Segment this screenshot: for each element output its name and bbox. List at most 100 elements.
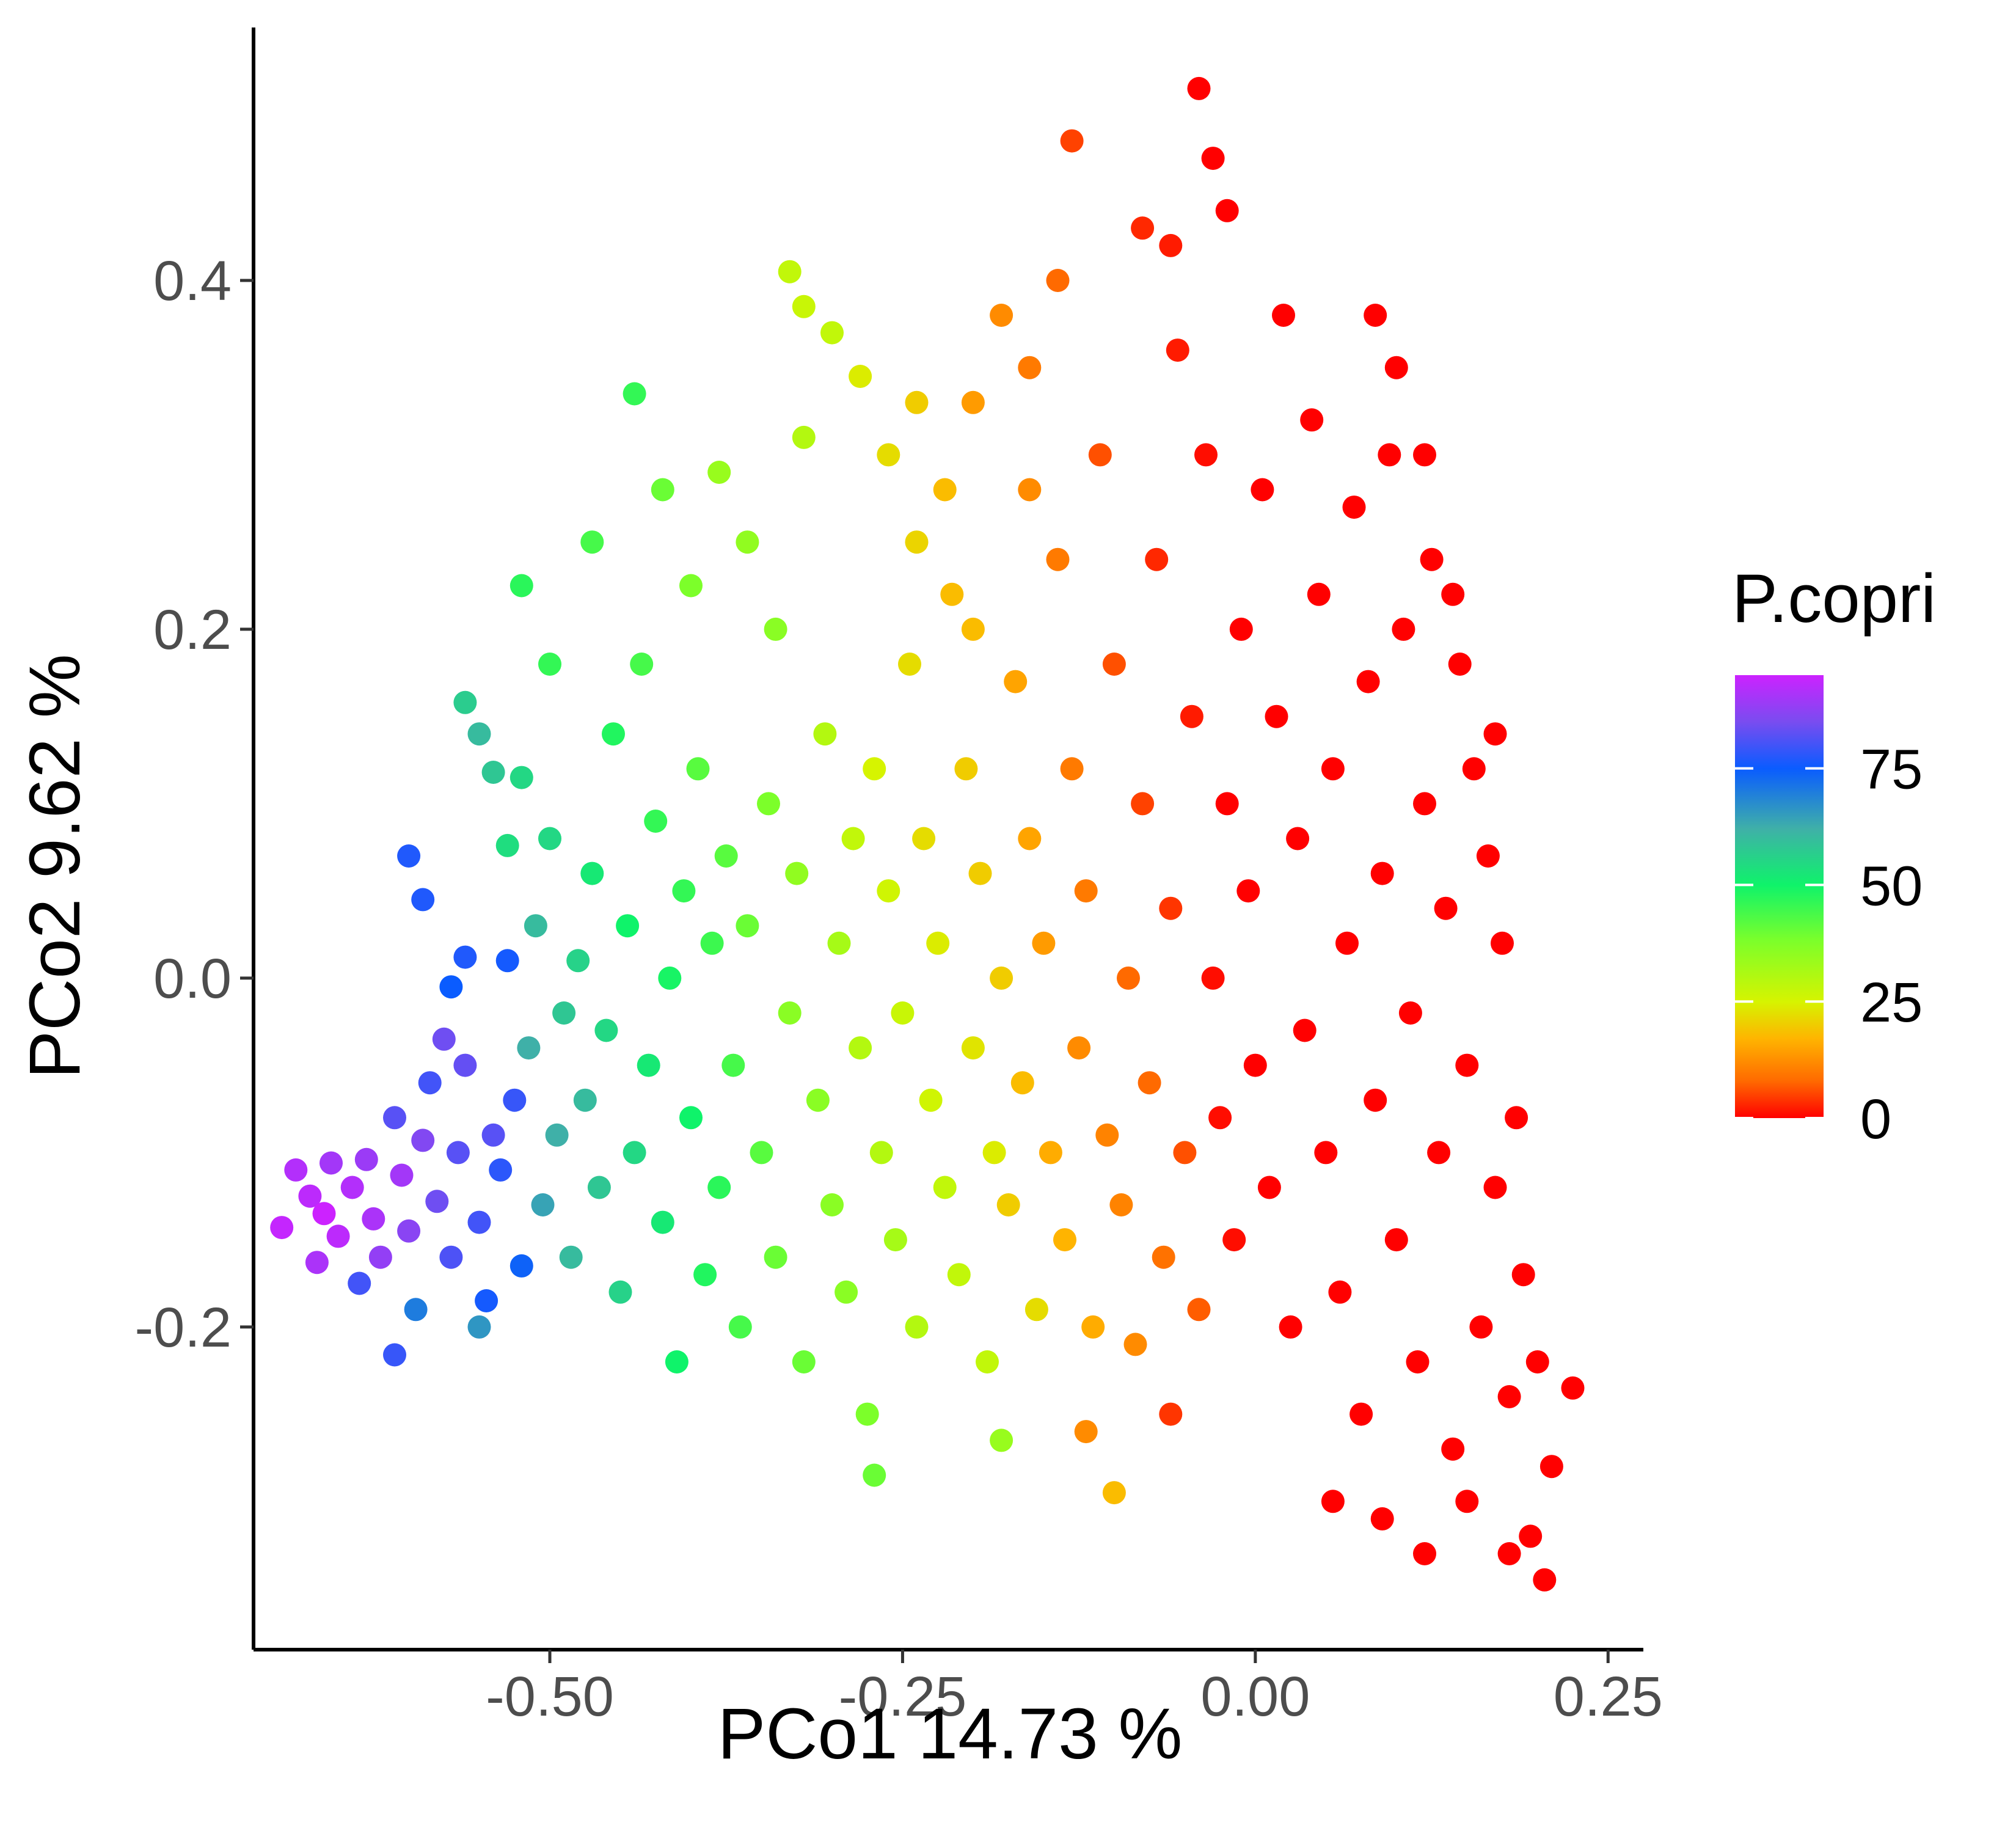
data-point — [1406, 1350, 1430, 1373]
data-point — [1392, 617, 1415, 641]
data-point — [1441, 1437, 1465, 1461]
data-point — [1434, 896, 1458, 920]
data-point — [305, 1251, 329, 1275]
data-point — [418, 1071, 442, 1095]
data-point — [644, 810, 668, 833]
data-point — [1159, 1402, 1183, 1426]
data-point — [1455, 1490, 1479, 1513]
colorbar — [1735, 675, 1824, 1118]
data-point — [270, 1216, 294, 1240]
data-point — [1321, 1490, 1345, 1513]
data-point — [996, 1193, 1020, 1216]
data-point — [1378, 443, 1401, 467]
data-point — [1476, 844, 1500, 868]
data-point — [1505, 1106, 1528, 1130]
legend: P.copri 0 25 50 75 — [1732, 560, 1936, 1150]
data-point — [1462, 757, 1486, 781]
data-point — [1427, 1141, 1451, 1165]
data-point — [933, 478, 957, 502]
y-tick-label: 0.2 — [153, 599, 232, 661]
data-point — [1236, 879, 1260, 903]
data-point — [658, 966, 682, 990]
data-point — [1074, 879, 1098, 903]
data-point — [933, 1176, 957, 1199]
data-point — [481, 1123, 505, 1147]
data-point — [792, 294, 816, 318]
data-point — [1511, 1263, 1535, 1287]
data-point — [453, 690, 477, 714]
data-point — [1483, 1176, 1507, 1199]
data-point — [383, 1106, 406, 1130]
data-point — [700, 931, 724, 955]
data-point — [764, 1245, 787, 1269]
data-point — [446, 1141, 470, 1165]
data-point — [623, 382, 646, 406]
data-point — [1018, 827, 1042, 850]
data-point — [1201, 966, 1225, 990]
points-layer — [270, 76, 1585, 1592]
data-point — [1046, 269, 1070, 292]
data-point — [1321, 757, 1345, 781]
data-point — [566, 949, 590, 973]
data-point — [1539, 1455, 1563, 1479]
data-point — [976, 1350, 999, 1373]
data-point — [495, 833, 519, 857]
data-point — [298, 1184, 322, 1208]
data-point — [1398, 1001, 1422, 1025]
data-point — [1491, 931, 1514, 955]
data-point — [1138, 1071, 1161, 1095]
data-point — [608, 1280, 632, 1304]
data-point — [841, 827, 865, 850]
data-point — [1145, 547, 1169, 571]
data-point — [495, 949, 519, 973]
data-point — [602, 722, 625, 746]
x-tick-label: -0.25 — [839, 1666, 967, 1728]
data-point — [368, 1245, 392, 1269]
data-point — [961, 390, 985, 414]
data-point — [1131, 216, 1155, 240]
data-point — [580, 861, 604, 885]
data-point — [1018, 356, 1042, 379]
data-point — [517, 1036, 541, 1060]
data-point — [453, 1053, 477, 1077]
data-point — [509, 766, 533, 789]
data-point — [1088, 443, 1112, 467]
data-point — [1109, 1193, 1133, 1216]
data-point — [877, 443, 900, 467]
data-point — [587, 1176, 611, 1199]
data-point — [891, 1001, 915, 1025]
data-point — [630, 653, 654, 676]
data-point — [1469, 1315, 1493, 1339]
data-point — [905, 1315, 929, 1339]
data-point — [736, 530, 759, 554]
data-point — [679, 1106, 703, 1130]
data-point — [383, 1343, 406, 1367]
data-point — [714, 844, 738, 868]
data-point — [573, 1088, 597, 1112]
data-point — [1102, 1481, 1126, 1505]
data-point — [736, 914, 759, 938]
data-point — [1117, 966, 1140, 990]
data-point — [432, 1027, 456, 1051]
data-point — [1004, 670, 1028, 693]
data-point — [1208, 1106, 1232, 1130]
data-point — [707, 461, 731, 484]
data-point — [961, 617, 985, 641]
data-point — [1222, 1228, 1246, 1252]
data-point — [1413, 443, 1436, 467]
y-tick-label: 0.4 — [153, 250, 232, 312]
data-point — [1018, 478, 1042, 502]
data-point — [905, 530, 929, 554]
data-point — [489, 1158, 513, 1182]
data-point — [863, 1463, 886, 1487]
data-point — [827, 931, 851, 955]
colorbar-tick-label: 75 — [1860, 739, 1923, 801]
data-point — [1519, 1524, 1543, 1548]
data-point — [397, 1219, 421, 1243]
data-point — [1046, 547, 1070, 571]
data-point — [982, 1141, 1006, 1165]
data-point — [524, 914, 547, 938]
data-point — [1533, 1568, 1557, 1592]
